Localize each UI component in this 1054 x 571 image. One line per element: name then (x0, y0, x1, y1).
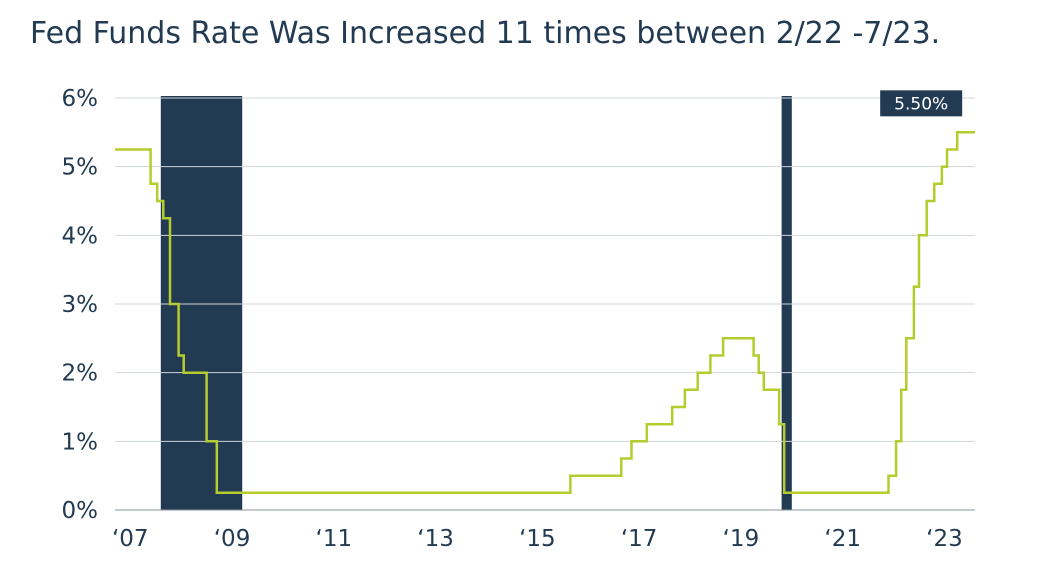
y-tick-label: 3% (62, 292, 99, 318)
callout-label: 5.50% (894, 94, 948, 114)
series-layer (115, 131, 975, 495)
y-tick-label: 1% (62, 429, 99, 455)
x-tick-label: ‘23 (926, 526, 963, 552)
gridlines (115, 97, 975, 511)
x-tick-label: ‘17 (621, 526, 658, 552)
y-axis-ticks: 0% 1% 2% 3% 4% 5% 6% (62, 86, 99, 524)
x-axis-ticks: ‘07 ‘09 ‘11 ‘13 ‘15 ‘17 ‘19 ‘21 ‘23 (112, 526, 963, 552)
chart-title: Fed Funds Rate Was Increased 11 times be… (30, 16, 941, 51)
x-tick-label: ‘21 (824, 526, 861, 552)
recession-bands (160, 96, 792, 510)
x-tick-label: ‘11 (316, 526, 353, 552)
x-tick-label: ‘15 (519, 526, 556, 552)
x-tick-label: ‘09 (214, 526, 251, 552)
y-tick-label: 2% (62, 361, 99, 387)
y-tick-label: 4% (62, 223, 99, 249)
annotations: 5.50% (880, 90, 963, 117)
y-tick-label: 5% (62, 155, 99, 181)
x-tick-label: ‘07 (112, 526, 149, 552)
y-tick-label: 0% (62, 498, 99, 524)
series-line-0 (115, 131, 975, 495)
recession-band-1 (781, 96, 792, 510)
x-tick-label: ‘13 (417, 526, 454, 552)
x-tick-label: ‘19 (723, 526, 760, 552)
callout-box (880, 90, 963, 117)
y-tick-label: 6% (62, 86, 99, 112)
